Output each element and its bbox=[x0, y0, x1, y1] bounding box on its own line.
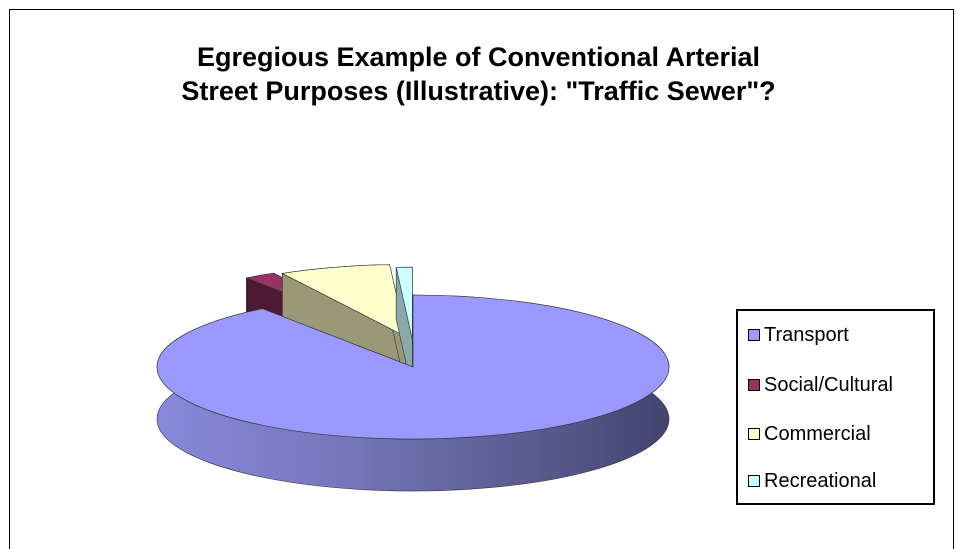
legend-item-commercial: Commercial bbox=[748, 422, 871, 446]
legend-label-commercial: Commercial bbox=[764, 422, 871, 445]
chart-title-line-1: Egregious Example of Conventional Arteri… bbox=[196, 42, 761, 72]
pie-slice-top-transport bbox=[156, 294, 670, 440]
legend-label-transport: Transport bbox=[764, 323, 849, 346]
legend-label-recreational: Recreational bbox=[764, 469, 877, 492]
legend-item-social-cultural: Social/Cultural bbox=[748, 373, 893, 397]
pie-slice-top-recreational bbox=[395, 266, 413, 340]
legend-swatch-social-cultural bbox=[748, 379, 760, 391]
chart-legend: Transport Social/Cultural Commercial Rec… bbox=[736, 309, 935, 505]
legend-swatch-recreational bbox=[748, 475, 760, 487]
pie-slices bbox=[156, 264, 670, 492]
legend-item-recreational: Recreational bbox=[748, 469, 876, 493]
legend-swatch-transport bbox=[748, 329, 760, 341]
legend-swatch-commercial bbox=[748, 428, 760, 440]
chart-title-line-2: Street Purposes (Illustrative): "Traffic… bbox=[181, 76, 776, 106]
legend-item-transport: Transport bbox=[748, 323, 849, 347]
legend-label-social-cultural: Social/Cultural bbox=[764, 373, 893, 396]
chart-title: Egregious Example of Conventional Arteri… bbox=[0, 40, 957, 108]
pie-slice-recreational bbox=[395, 266, 413, 392]
pie-slice-transport bbox=[156, 294, 670, 492]
pie-slice-top-commercial bbox=[281, 264, 407, 338]
